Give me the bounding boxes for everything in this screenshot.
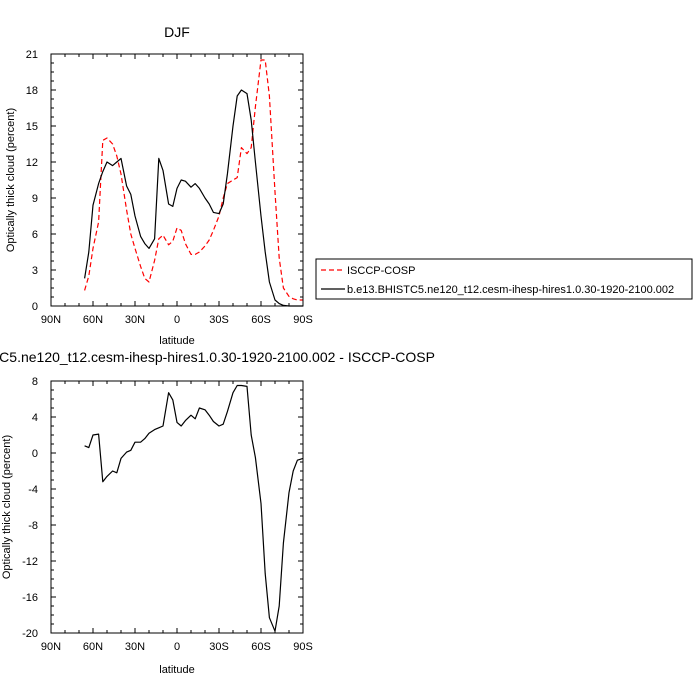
bottom-x-tick-label: 90S (293, 641, 313, 653)
bottom-x-tick-label: 60S (251, 641, 271, 653)
bottom-x-tick-label: 90N (41, 641, 61, 653)
top-chart-title: DJF (164, 24, 190, 40)
top-y-tick-label: 6 (32, 229, 38, 241)
top-x-tick-label: 0 (174, 314, 180, 326)
top-plot-area: 90N 60N 30N 0 30S 60S 90S 0 3 6 9 12 15 18 21 (26, 49, 313, 326)
bottom-y-tick-label: -12 (22, 556, 38, 568)
top-y-axis-label: Optically thick cloud (percent) (5, 108, 17, 252)
top-series-line-1 (84, 89, 303, 307)
bottom-plot-frame (50, 380, 304, 634)
top-x-tick-label: 90N (41, 314, 61, 326)
top-y-tick-label: 12 (26, 157, 38, 169)
panel-bottom: b.e13.BHISTC5.ne120_t12.cesm-ihesp-hires… (0, 349, 435, 676)
panel-top: DJF 90N 60N 30N 0 30S 60S 90S 0 3 6 9 12 15 18 21 lati… (5, 24, 313, 347)
legend: ISCCP-COSP b.e13.BHISTC5.ne120_t12.cesm-… (315, 258, 693, 300)
bottom-y-tick-label: -20 (22, 628, 38, 640)
top-y-tick-label: 0 (32, 301, 38, 313)
top-series-line-0 (84, 59, 303, 301)
bottom-x-tick-label: 0 (174, 641, 180, 653)
top-y-tick-label: 18 (26, 85, 38, 97)
legend-label-isccp: ISCCP-COSP (347, 265, 415, 277)
bottom-x-tick-label: 30N (125, 641, 145, 653)
bottom-x-axis-label: latitude (159, 664, 194, 676)
top-x-tick-label: 90S (293, 314, 313, 326)
bottom-y-tick-label: -16 (22, 592, 38, 604)
bottom-x-tick-label: 60N (83, 641, 103, 653)
legend-label-model: b.e13.BHISTC5.ne120_t12.cesm-ihesp-hires… (347, 284, 674, 296)
top-plot-frame (50, 53, 304, 307)
top-x-tick-label: 60N (83, 314, 103, 326)
top-x-tick-label: 60S (251, 314, 271, 326)
bottom-y-tick-label: 0 (32, 448, 38, 460)
bottom-x-tick-label: 30S (209, 641, 229, 653)
top-y-tick-label: 3 (32, 265, 38, 277)
top-y-tick-label: 9 (32, 193, 38, 205)
bottom-chart-title: b.e13.BHISTC5.ne120_t12.cesm-ihesp-hires… (0, 349, 435, 365)
bottom-y-tick-label: -8 (28, 520, 38, 532)
bottom-y-tick-label: -4 (28, 484, 38, 496)
top-y-tick-label: 21 (26, 49, 38, 61)
bottom-series-line-0 (84, 384, 304, 632)
top-x-axis-label: latitude (159, 335, 194, 347)
bottom-plot-area: 90N 60N 30N 0 30S 60S 90S -20 -16 -12 -8 -4 0 4 8 (22, 376, 313, 653)
top-y-tick-label: 15 (26, 121, 38, 133)
top-x-tick-label: 30N (125, 314, 145, 326)
top-x-tick-label: 30S (209, 314, 229, 326)
bottom-y-tick-label: 4 (32, 412, 38, 424)
bottom-y-axis-label: Optically thick cloud (percent) (1, 435, 13, 579)
legend-box (315, 258, 693, 300)
bottom-y-tick-label: 8 (32, 376, 38, 388)
